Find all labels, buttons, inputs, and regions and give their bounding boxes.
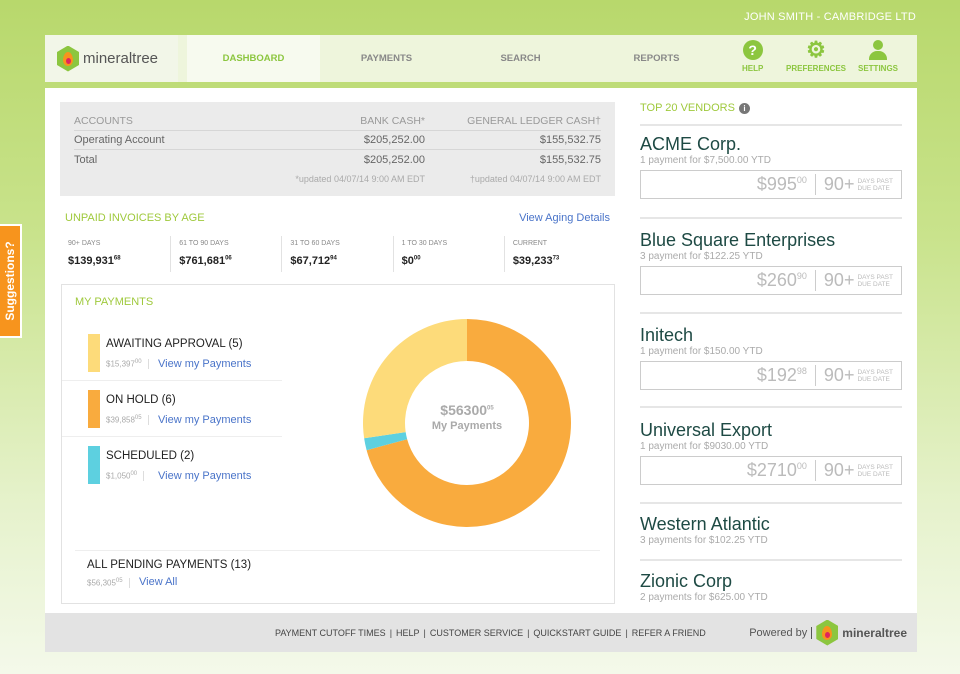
vendor-item[interactable]: Zionic Corp 2 payments for $625.00 YTD bbox=[640, 571, 768, 603]
tab-reports[interactable]: REPORTS bbox=[633, 53, 680, 64]
logo-icon bbox=[816, 619, 839, 646]
donut-center: $5630005 My Payments bbox=[431, 402, 503, 432]
view-payments-link[interactable]: View my Payments bbox=[158, 358, 252, 370]
view-aging-details-link[interactable]: View Aging Details bbox=[519, 212, 610, 224]
aging-title: UNPAID INVOICES BY AGE bbox=[65, 212, 205, 224]
footer-link[interactable]: QUICKSTART GUIDE bbox=[533, 627, 622, 638]
footer-link[interactable]: HELP bbox=[396, 627, 420, 638]
aging-bucket: 61 TO 90 DAYS $761,68106 bbox=[171, 236, 283, 272]
settings-button[interactable]: SETTINGS bbox=[858, 40, 898, 73]
aging-bucket: 1 TO 30 DAYS $000 bbox=[394, 236, 505, 272]
gear-icon: ⚙ bbox=[806, 37, 826, 62]
vendor-item[interactable]: ACME Corp. 1 payment for $7,500.00 YTD $99… bbox=[640, 134, 902, 199]
footer-link[interactable]: CUSTOMER SERVICE bbox=[429, 627, 524, 638]
logo[interactable]: mineraltree bbox=[45, 35, 178, 82]
vendors-title: TOP 20 VENDORS i bbox=[640, 102, 750, 114]
donut-slice-awaiting-approval bbox=[363, 319, 467, 439]
help-button[interactable]: ? HELP bbox=[742, 40, 764, 73]
donut-slice-on-hold bbox=[366, 319, 571, 527]
my-payments-panel: MY PAYMENTS AWAITING APPROVAL (5) $15,397… bbox=[61, 284, 615, 604]
my-payments-title: MY PAYMENTS bbox=[75, 296, 154, 308]
aging-bucket: CURRENT $39,23373 bbox=[512, 240, 560, 267]
suggestions-tab[interactable]: Suggestions? bbox=[0, 224, 22, 338]
view-payments-link[interactable]: View my Payments bbox=[158, 414, 252, 426]
preferences-button[interactable]: ⚙ PREFERENCES bbox=[786, 37, 847, 74]
table-row: Operating Account $205,252.00 $155,532.75 bbox=[74, 131, 601, 150]
footer-link[interactable]: REFER A FRIEND bbox=[631, 627, 706, 638]
user-icon bbox=[868, 40, 888, 60]
payment-group-on-hold: ON HOLD (6) $39,85805 View my Payments bbox=[88, 390, 284, 446]
accounts-table: ACCOUNTS BANK CASH* GENERAL LEDGER CASH† O… bbox=[60, 102, 615, 196]
view-all-link[interactable]: View All bbox=[139, 576, 178, 588]
info-icon[interactable]: i bbox=[738, 102, 750, 114]
aging-bucket: 31 TO 60 DAYS $67,71294 bbox=[282, 236, 394, 272]
tab-dashboard[interactable]: DASHBOARD bbox=[187, 35, 320, 82]
payments-donut-chart bbox=[363, 319, 571, 527]
vendor-item[interactable]: Universal Export 1 payment for $9030.00 Y… bbox=[640, 420, 902, 485]
footer-links: PAYMENT CUTOFF TIMES | HELP | CUSTOMER SER… bbox=[275, 627, 706, 638]
help-icon: ? bbox=[742, 40, 763, 60]
user-account-label[interactable]: JOHN SMITH - CAMBRIDGE LTD bbox=[744, 11, 916, 23]
vendor-item[interactable]: Initech 1 payment for $150.00 YTD $19298 90… bbox=[640, 325, 902, 390]
tab-payments[interactable]: PAYMENTS bbox=[360, 53, 413, 64]
donut-slice-scheduled bbox=[364, 432, 408, 451]
vendor-item[interactable]: Blue Square Enterprises 3 payment for $12… bbox=[640, 230, 902, 295]
footer-logo: mineraltree bbox=[816, 619, 907, 646]
logo-icon bbox=[57, 45, 79, 72]
all-pending-label: ALL PENDING PAYMENTS (13) bbox=[87, 559, 252, 571]
vendor-item[interactable]: Western Atlantic 3 payments for $102.25 Y… bbox=[640, 514, 770, 546]
footer: PAYMENT CUTOFF TIMES | HELP | CUSTOMER SER… bbox=[45, 613, 917, 652]
aging-bucket: 90+ DAYS $139,93168 bbox=[60, 236, 172, 272]
payment-group-scheduled: SCHEDULED (2) $1,05000 View my Payments bbox=[88, 446, 284, 502]
tab-search[interactable]: SEARCH bbox=[500, 53, 541, 64]
payment-group-awaiting: AWAITING APPROVAL (5) $15,39700 View my Pa… bbox=[88, 334, 284, 390]
view-payments-link[interactable]: View my Payments bbox=[158, 470, 252, 482]
table-row: Total $205,252.00 $155,532.75 bbox=[74, 153, 601, 166]
aging-buckets: 90+ DAYS $139,93168 61 TO 90 DAYS $761,681… bbox=[60, 236, 615, 272]
footer-link[interactable]: PAYMENT CUTOFF TIMES bbox=[275, 627, 386, 638]
